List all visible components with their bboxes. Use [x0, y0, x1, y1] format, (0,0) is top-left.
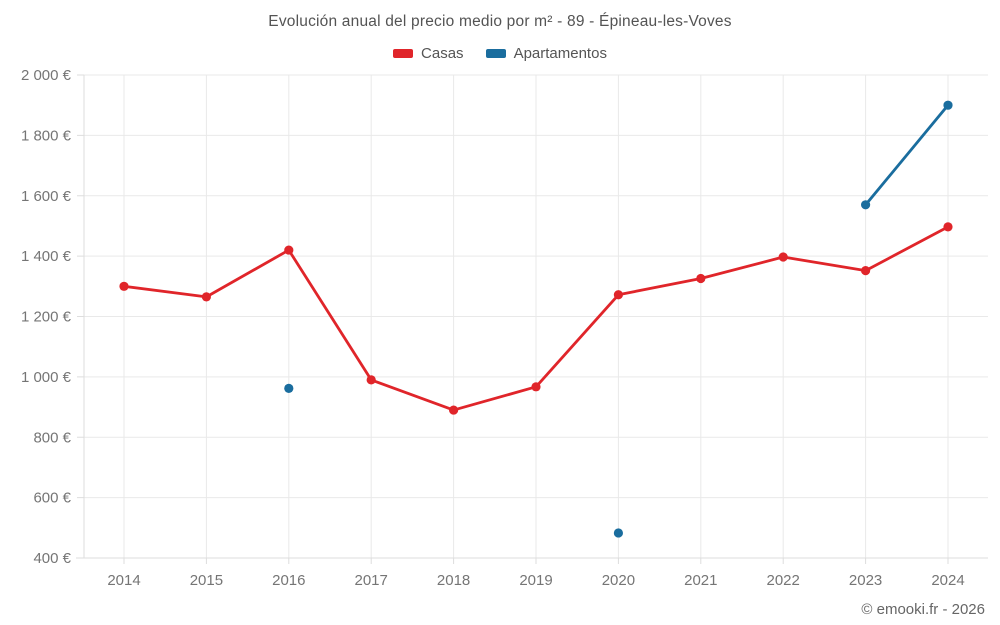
y-tick-label-400: 400 € — [33, 550, 71, 567]
y-tick-label-800: 800 € — [33, 429, 71, 446]
x-tick-label-2019: 2019 — [519, 572, 552, 589]
x-tick-label-2021: 2021 — [684, 572, 717, 589]
x-tick-label-2020: 2020 — [602, 572, 635, 589]
data-point-casas-2021[interactable] — [696, 273, 706, 284]
x-tick-label-2018: 2018 — [437, 572, 470, 589]
data-point-casas-2017[interactable] — [366, 375, 376, 385]
data-point-apartamentos-2020[interactable] — [613, 528, 624, 538]
data-point-casas-2014[interactable] — [119, 281, 129, 291]
data-point-casas-2019[interactable] — [531, 382, 541, 392]
y-tick-label-1000: 1 000 € — [21, 369, 72, 386]
data-point-casas-2018[interactable] — [449, 405, 459, 415]
x-tick-label-2017: 2017 — [355, 572, 388, 589]
y-tick-label-1600: 1 600 € — [21, 188, 72, 205]
y-tick-label-1200: 1 200 € — [21, 309, 72, 326]
x-tick-label-2023: 2023 — [849, 572, 882, 589]
data-point-casas-2016[interactable] — [284, 245, 294, 255]
x-tick-label-2024: 2024 — [931, 572, 964, 589]
data-point-casas-2020[interactable] — [613, 290, 624, 300]
legend-item-casas[interactable]: Casas — [393, 45, 464, 62]
attribution-text: © emooki.fr - 2026 — [861, 601, 985, 618]
y-tick-label-1800: 1 800 € — [21, 127, 72, 144]
data-point-apartamentos-2024[interactable] — [943, 100, 953, 110]
chart-title: Evolución anual del precio medio por m² … — [268, 13, 732, 30]
data-point-casas-2024[interactable] — [943, 222, 953, 232]
data-point-casas-2022[interactable] — [778, 252, 788, 262]
data-point-apartamentos-2016[interactable] — [284, 383, 294, 393]
y-tick-label-1400: 1 400 € — [21, 248, 72, 265]
legend-swatch-casas-icon — [393, 49, 414, 58]
data-point-casas-2023[interactable] — [861, 266, 871, 276]
data-point-casas-2015[interactable] — [201, 292, 211, 302]
series-line-apartamentos — [864, 103, 950, 207]
x-tick-label-2016: 2016 — [272, 572, 305, 589]
y-tick-label-600: 600 € — [33, 490, 71, 507]
x-tick-label-2015: 2015 — [190, 572, 223, 589]
y-tick-label-2000: 2 000 € — [21, 67, 72, 84]
legend-item-apartamentos[interactable]: Apartamentos — [485, 45, 607, 62]
data-point-apartamentos-2023[interactable] — [861, 200, 871, 210]
legend-label-apartamentos: Apartamentos — [513, 45, 607, 62]
x-tick-label-2014: 2014 — [107, 572, 140, 589]
chart-legend: Casas Apartamentos — [0, 45, 1000, 62]
legend-swatch-apartamentos-icon — [485, 49, 506, 58]
x-tick-label-2022: 2022 — [767, 572, 800, 589]
legend-label-casas: Casas — [421, 45, 464, 62]
